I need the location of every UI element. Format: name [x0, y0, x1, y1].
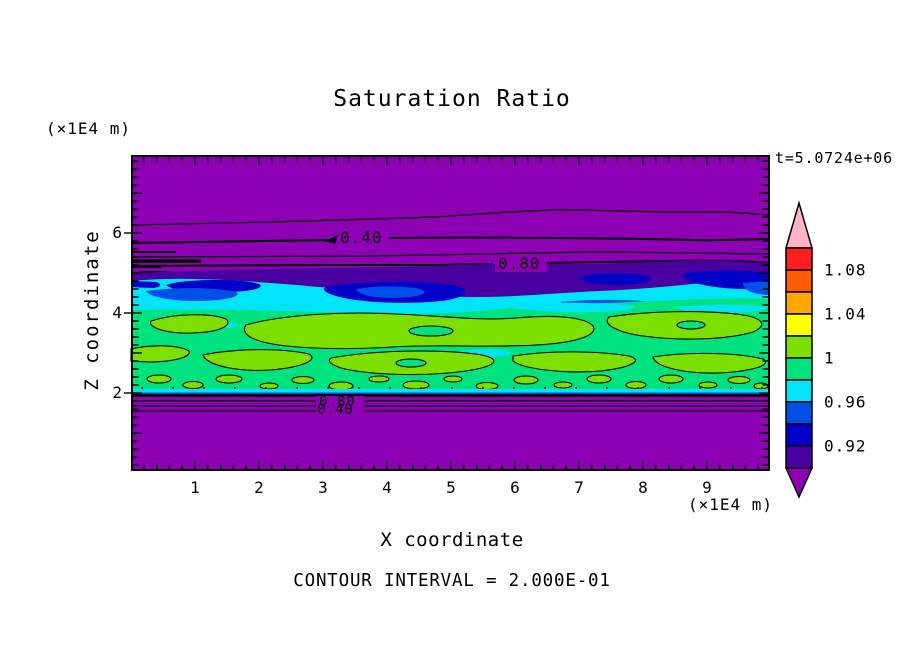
- x-tick-label-3: 3: [318, 478, 328, 497]
- colorbar-segments: [785, 247, 813, 469]
- x-tick-label-1: 1: [190, 478, 200, 497]
- time-annotation: t=5.0724e+06: [775, 149, 893, 167]
- springgreen-hole: [395, 358, 427, 368]
- colorbar-tick-label-1.08: 1.08: [824, 261, 867, 280]
- z-tick-label-2: 2: [112, 383, 122, 402]
- chartreuse-blob: [202, 349, 313, 371]
- blue-patch: [743, 281, 770, 295]
- colorbar-segment: [785, 247, 813, 271]
- chartreuse-blob: [512, 351, 636, 373]
- x-tick-label-4: 4: [382, 478, 392, 497]
- colorbar: 1.08 1.04 1 0.96 0.92: [784, 200, 867, 499]
- chartreuse-blob: [130, 345, 190, 363]
- colorbar-segment: [785, 313, 813, 337]
- contour-arrow: [325, 235, 338, 244]
- x-tick-label-7: 7: [574, 478, 584, 497]
- colorbar-segment: [785, 379, 813, 403]
- cyan-streak: [676, 304, 767, 313]
- bottom-purple: [131, 395, 770, 471]
- colorbar-tick-label-0.92: 0.92: [824, 437, 867, 456]
- x-tick-label-9: 9: [702, 478, 712, 497]
- contour-plot: 0.40 0.80 0.80 0.40: [124, 155, 771, 471]
- page-title: Saturation Ratio: [333, 86, 571, 112]
- contour-interval-label: CONTOUR INTERVAL = 2.000E-01: [293, 571, 611, 591]
- z-tick-label-6: 6: [112, 223, 122, 242]
- colorbar-segment: [785, 423, 813, 447]
- navy-blob: [579, 273, 651, 285]
- plot-frame: [131, 155, 770, 471]
- colorbar-labels: 1.08 1.04 1 0.96 0.92: [824, 261, 867, 456]
- bottom-transition: [131, 389, 770, 471]
- colorbar-tick-label-0.96: 0.96: [824, 393, 867, 412]
- cyan-streak: [501, 302, 635, 313]
- contour-label-040-upper: 0.40: [340, 228, 383, 247]
- axis-ticks: [124, 157, 768, 469]
- chartreuse-blob: [150, 314, 229, 334]
- colorbar-segment: [785, 335, 813, 359]
- saturated-zone: [130, 298, 770, 393]
- contour-label-040-lower: 0.40: [317, 402, 353, 418]
- colorbar-tick-label-1.04: 1.04: [824, 305, 867, 324]
- colorbar-segment: [785, 401, 813, 425]
- navy-blob: [131, 281, 161, 288]
- x-axis-title: X coordinate: [380, 529, 524, 551]
- contour-label-080-lower: 0.80: [319, 394, 355, 410]
- chartreuse-speckles: [146, 374, 769, 391]
- x-tick-label-5: 5: [446, 478, 456, 497]
- colorbar-top-arrow: [785, 200, 813, 249]
- contour-label-080-upper: 0.80: [498, 254, 541, 273]
- blue-patch: [146, 288, 238, 301]
- x-tick-label-2: 2: [254, 478, 264, 497]
- colorbar-segment: [785, 269, 813, 293]
- x-tick-label-8: 8: [638, 478, 648, 497]
- springgreen-hole: [408, 325, 454, 337]
- z-axis-unit-label: (×1E4 m): [46, 119, 132, 138]
- z-tick-label-4: 4: [112, 303, 122, 322]
- contour-line-labels: 0.40 0.80 0.80 0.40: [316, 228, 547, 418]
- colorbar-segment: [785, 291, 813, 315]
- bottom-blue-strip: [131, 392, 770, 395]
- colorbar-segment: [785, 445, 813, 469]
- colorbar-segment: [785, 357, 813, 381]
- x-tick-label-6: 6: [510, 478, 520, 497]
- x-axis-unit-label: (×1E4 m): [688, 495, 774, 514]
- chartreuse-blob: [652, 352, 767, 374]
- colorbar-bottom-arrow: [784, 467, 814, 499]
- blue-patch: [356, 286, 425, 298]
- colorbar-tick-label-1: 1: [824, 349, 835, 368]
- springgreen-hole: [676, 320, 706, 330]
- bottom-cyan-strip: [131, 389, 770, 395]
